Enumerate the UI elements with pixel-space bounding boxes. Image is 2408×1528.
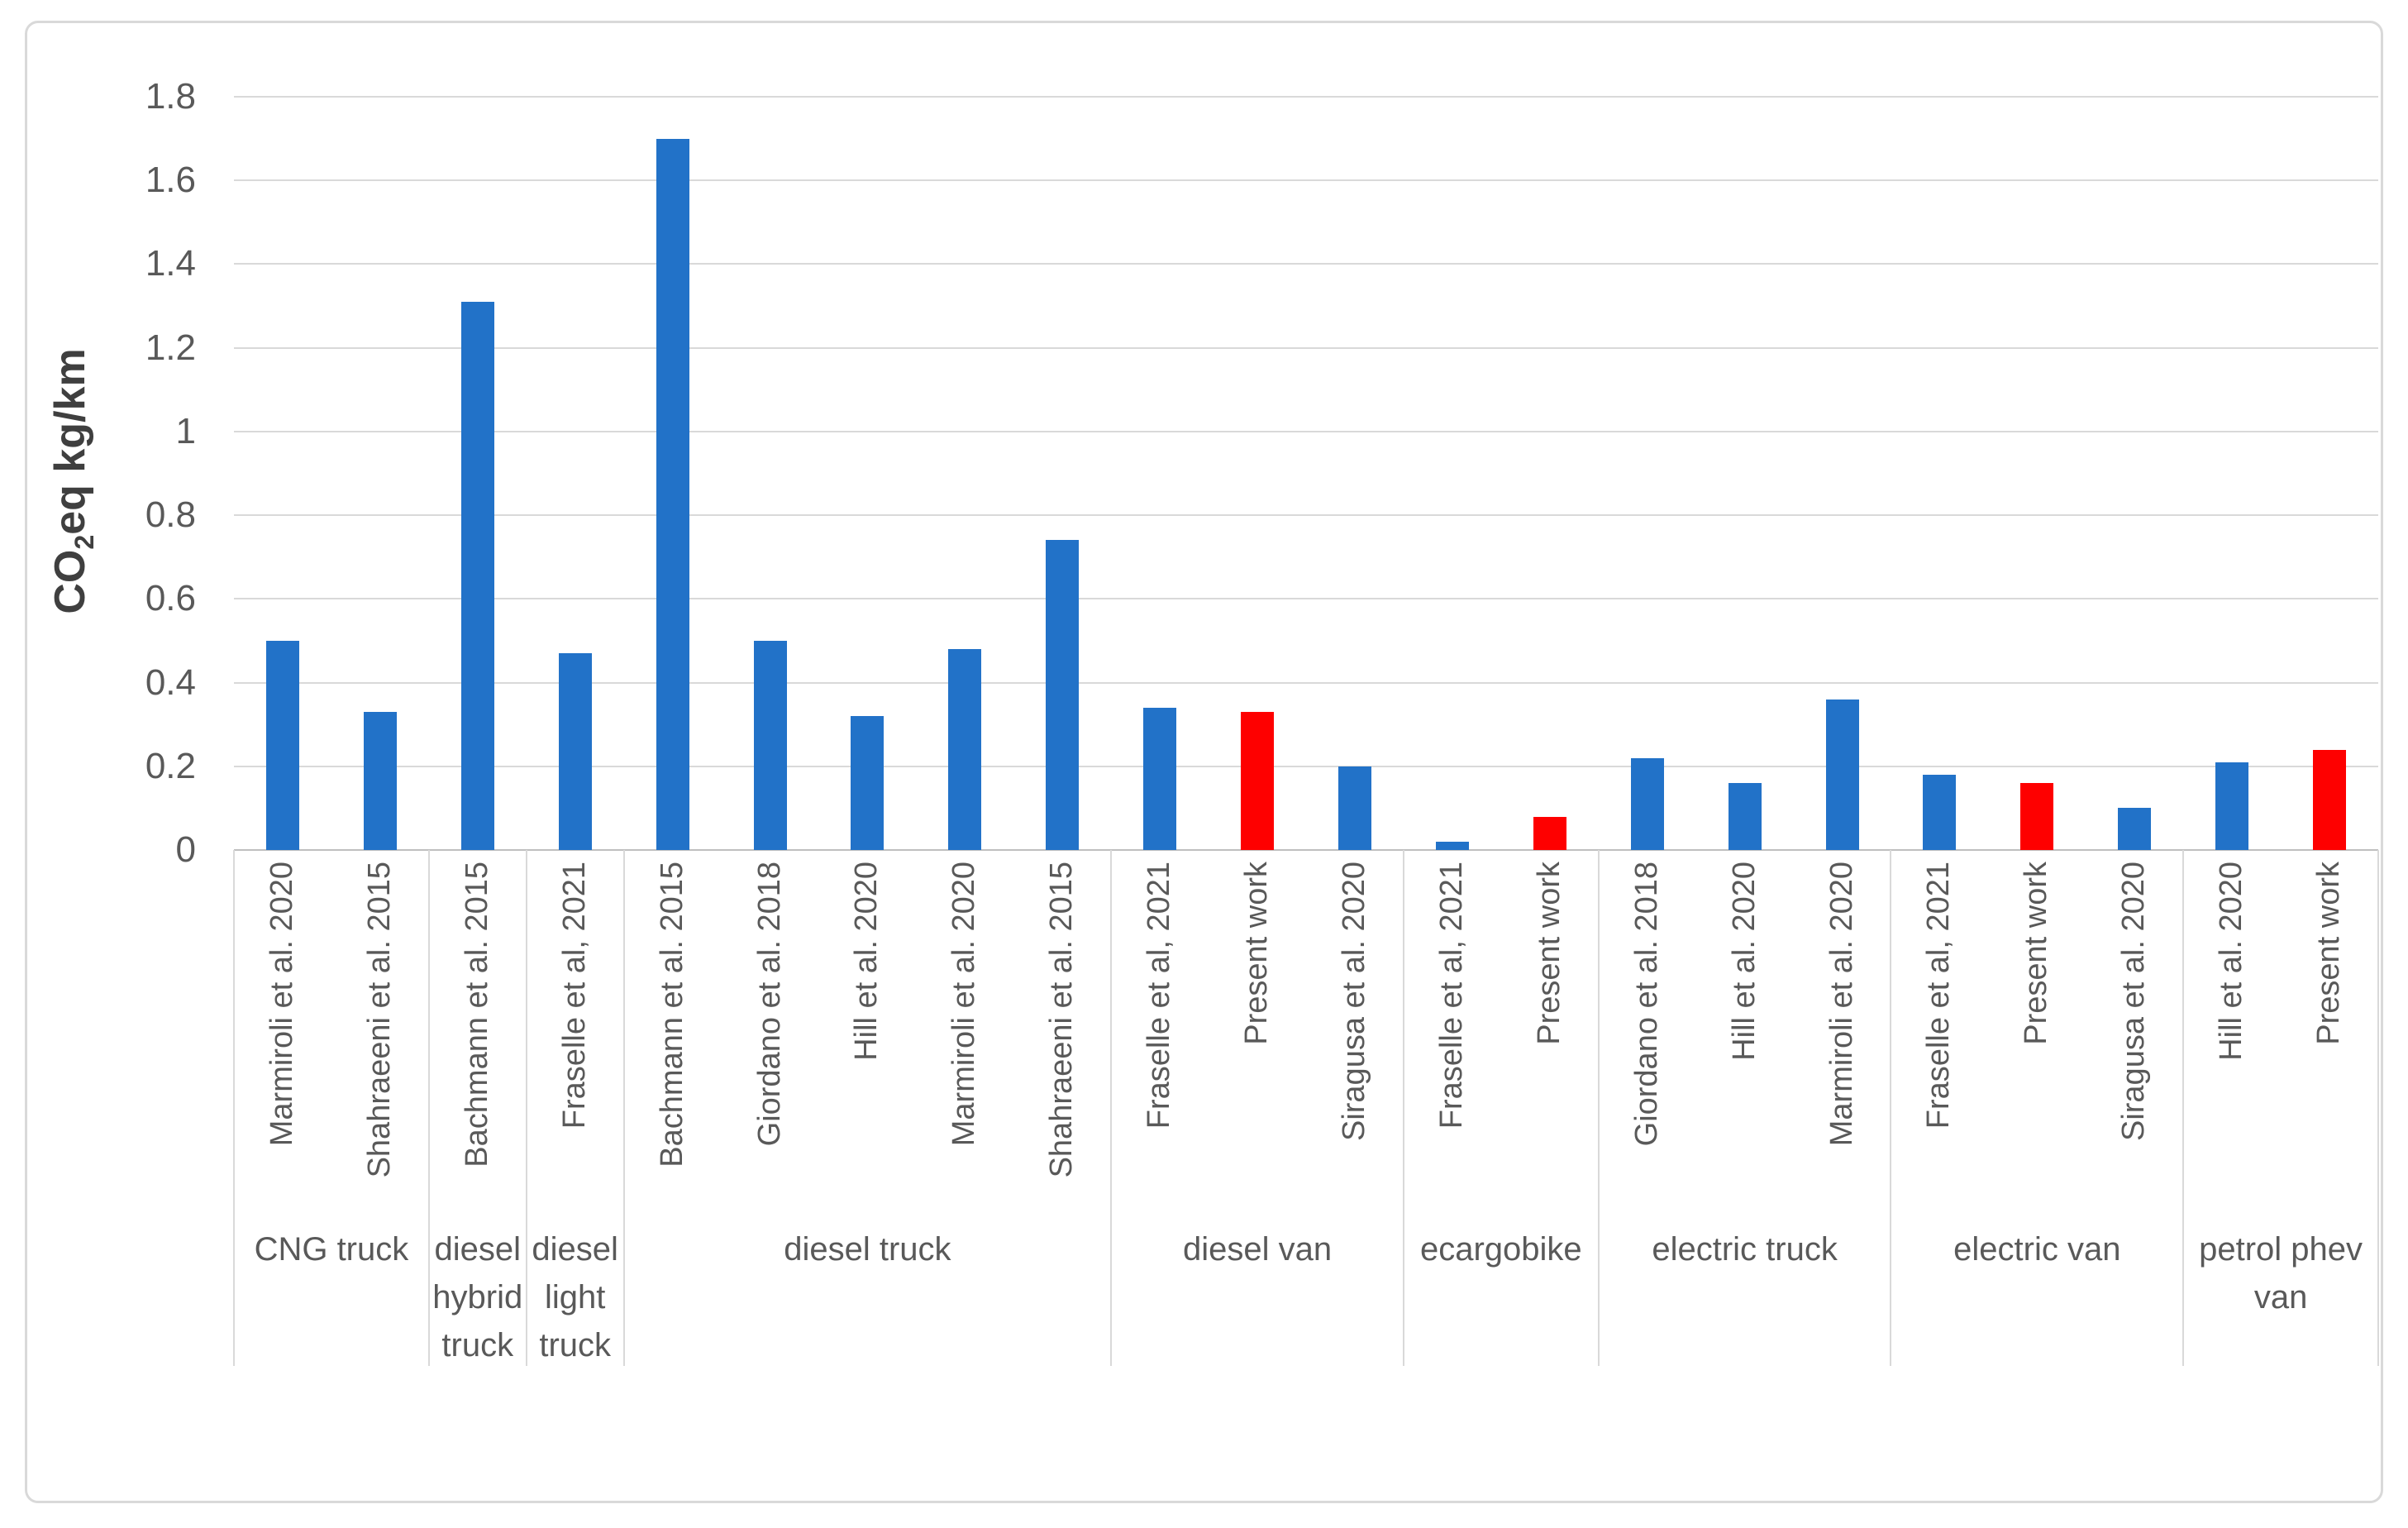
category-label-line: diesel	[434, 1231, 522, 1268]
category-group-label: ecargobike	[1404, 1225, 1599, 1273]
category-label-line: electric van	[1953, 1231, 2121, 1268]
bar-label: Shahraeeni et al. 2015	[362, 862, 398, 1178]
category-label-line: truck	[441, 1327, 514, 1363]
group-separator	[233, 850, 235, 1366]
category-label-line: diesel van	[1182, 1231, 1333, 1268]
y-axis-tick-label: 0.8	[145, 494, 196, 536]
bar-label: Giordano et al. 2018	[751, 862, 787, 1147]
bar	[1435, 841, 1469, 850]
bar	[363, 711, 397, 850]
y-axis-tick-label: 1.8	[145, 76, 196, 117]
group-separator	[1402, 850, 1404, 1366]
bar-label: Fraselle et al, 2021	[1434, 862, 1470, 1129]
group-separator	[525, 850, 527, 1366]
bar	[1630, 757, 1664, 850]
bar-label: Bachmann et al. 2015	[459, 862, 494, 1167]
category-group-label: diesel truck	[624, 1225, 1112, 1273]
bar	[2118, 808, 2152, 850]
bar	[2215, 762, 2249, 850]
category-label-line: diesel truck	[784, 1231, 951, 1268]
category-label-line: hybrid	[432, 1279, 523, 1316]
bar-label: Fraselle et al, 2021	[1142, 862, 1177, 1129]
category-group-label: electric van	[1891, 1225, 2183, 1273]
bar-label: Marmiroli et al. 2020	[947, 862, 982, 1147]
group-separator	[622, 850, 625, 1366]
bar	[1338, 766, 1371, 850]
category-group-label: CNG truck	[234, 1225, 429, 1273]
bar-label: Fraselle et al, 2021	[556, 862, 592, 1129]
category-label-line: light	[544, 1279, 606, 1316]
y-axis-tick-label: 0	[175, 829, 196, 870]
gridline	[234, 263, 2378, 265]
bar-label: Hill et al. 2020	[849, 862, 885, 1061]
group-separator	[2182, 850, 2185, 1366]
group-separator	[2377, 850, 2379, 1366]
category-label-line: diesel	[532, 1231, 618, 1268]
bar	[460, 301, 494, 850]
bar-label: Present work	[2019, 862, 2054, 1045]
gridline	[234, 681, 2378, 684]
y-axis-tick-label: 0.2	[145, 745, 196, 786]
y-axis-tick-label: 1	[175, 410, 196, 451]
category-label-line: CNG truck	[254, 1231, 409, 1268]
bar-label: Bachmann et al. 2015	[654, 862, 689, 1167]
category-label-line: truck	[539, 1327, 612, 1363]
group-separator	[1890, 850, 1892, 1366]
x-axis-line	[234, 849, 2378, 851]
bar-label: Hill et al. 2020	[1726, 862, 1762, 1061]
bar-label: Siragusa et al. 2020	[1337, 862, 1372, 1142]
gridline	[234, 346, 2378, 349]
group-separator	[1110, 850, 1113, 1366]
bar	[265, 640, 299, 850]
bar	[1728, 783, 1762, 850]
category-label-line: electric truck	[1652, 1231, 1838, 1268]
gridline	[234, 179, 2378, 182]
figure-frame	[25, 21, 2383, 1503]
gridline	[234, 430, 2378, 432]
y-axis-tick-label: 1.2	[145, 327, 196, 368]
bar	[1046, 540, 1080, 850]
bar	[2020, 783, 2054, 850]
bar	[948, 649, 982, 850]
bar-label: Fraselle et al, 2021	[1921, 862, 1957, 1129]
bar	[1241, 711, 1275, 850]
bar	[558, 653, 592, 850]
y-axis-tick-label: 1.6	[145, 160, 196, 201]
category-group-label: petrol phev van	[2183, 1225, 2378, 1321]
bar	[1923, 774, 1957, 850]
category-group-label: diesel light truck	[527, 1225, 624, 1369]
bar	[1143, 707, 1177, 850]
category-group-label: diesel van	[1111, 1225, 1404, 1273]
bar-label: Present work	[1239, 862, 1275, 1045]
bar-label: Marmiroli et al. 2020	[1824, 862, 1859, 1147]
bar	[851, 716, 885, 850]
gridline	[234, 96, 2378, 98]
bar-label: Marmiroli et al. 2020	[265, 862, 300, 1147]
category-group-label: diesel hybrid truck	[429, 1225, 527, 1369]
bar-label: Present work	[1531, 862, 1566, 1045]
group-separator	[1597, 850, 1600, 1366]
gridline	[234, 598, 2378, 600]
bar	[656, 138, 689, 850]
bar	[753, 640, 787, 850]
bar-label: Siragusa et al. 2020	[2116, 862, 2152, 1142]
bar-label: Giordano et al. 2018	[1628, 862, 1664, 1147]
category-label-line: van	[2253, 1279, 2308, 1316]
bar	[1825, 699, 1859, 850]
y-axis-tick-label: 0.6	[145, 578, 196, 619]
bar-label: Hill et al. 2020	[2214, 862, 2249, 1061]
gridline	[234, 514, 2378, 517]
category-group-label: electric truck	[1599, 1225, 1891, 1273]
category-label-line: petrol phev	[2199, 1231, 2363, 1268]
bar	[2313, 749, 2347, 850]
y-axis-tick-label: 1.4	[145, 243, 196, 284]
gridline	[234, 765, 2378, 767]
group-separator	[427, 850, 430, 1366]
bar-label: Shahraeeni et al. 2015	[1044, 862, 1080, 1178]
y-axis-tick-label: 0.4	[145, 661, 196, 703]
bar-label: Present work	[2311, 862, 2347, 1045]
category-label-line: ecargobike	[1419, 1231, 1582, 1268]
bar	[1533, 816, 1566, 850]
